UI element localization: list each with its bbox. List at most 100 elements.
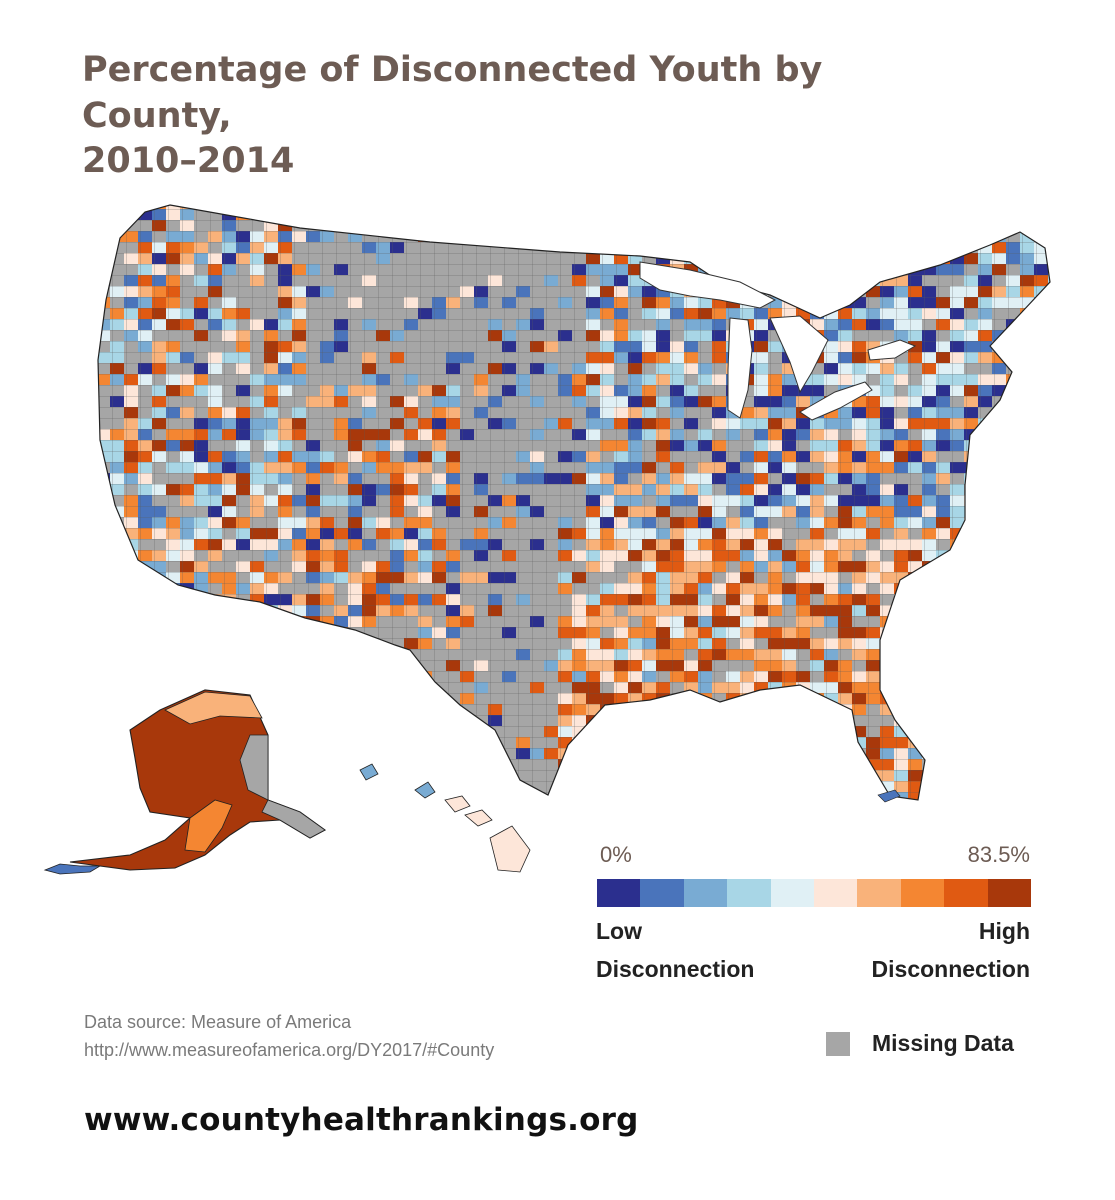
county-cell bbox=[880, 220, 894, 231]
county-cell bbox=[824, 726, 838, 737]
county-cell bbox=[1020, 594, 1034, 605]
county-cell bbox=[824, 748, 838, 759]
county-cell bbox=[110, 770, 124, 781]
county-cell bbox=[824, 781, 838, 792]
county-cell bbox=[880, 649, 894, 660]
county-cell bbox=[516, 231, 530, 242]
county-cell bbox=[586, 748, 600, 759]
county-cell bbox=[796, 770, 810, 781]
county-cell bbox=[838, 209, 852, 220]
county-cell bbox=[1048, 715, 1050, 726]
legend-min-label: 0% bbox=[600, 842, 632, 867]
county-cell bbox=[124, 660, 138, 671]
county-cell bbox=[936, 561, 950, 572]
county-cell bbox=[964, 660, 978, 671]
county-cell bbox=[922, 594, 936, 605]
county-cell bbox=[698, 781, 712, 792]
county-cell bbox=[376, 205, 390, 209]
county-cell bbox=[978, 462, 992, 473]
county-cell bbox=[1048, 429, 1050, 440]
county-cell bbox=[880, 209, 894, 220]
county-cell bbox=[362, 737, 376, 748]
county-cell bbox=[614, 205, 628, 209]
county-cell bbox=[98, 495, 110, 506]
county-cell bbox=[964, 748, 978, 759]
county-cell bbox=[824, 286, 838, 297]
county-cell bbox=[376, 792, 390, 800]
county-cell bbox=[810, 205, 824, 209]
county-cell bbox=[124, 605, 138, 616]
county-cell bbox=[110, 682, 124, 693]
county-cell bbox=[964, 550, 978, 561]
county-cell bbox=[810, 759, 824, 770]
county-cell bbox=[824, 209, 838, 220]
county-cell bbox=[1034, 704, 1048, 715]
county-cell bbox=[558, 792, 572, 800]
county-cell bbox=[292, 726, 306, 737]
county-cell bbox=[98, 506, 110, 517]
county-cell bbox=[530, 803, 544, 814]
county-cell bbox=[712, 748, 726, 759]
county-cell bbox=[950, 220, 964, 231]
county-cell bbox=[1006, 682, 1020, 693]
county-cell bbox=[726, 205, 740, 209]
county-cell bbox=[376, 748, 390, 759]
county-cell bbox=[922, 803, 936, 814]
county-cell bbox=[600, 715, 614, 726]
county-cell bbox=[950, 561, 964, 572]
hawaii bbox=[359, 763, 531, 873]
county-cell bbox=[474, 792, 488, 800]
county-cell bbox=[908, 209, 922, 220]
county-cell bbox=[796, 297, 810, 308]
county-cell bbox=[992, 759, 1006, 770]
county-cell bbox=[1006, 451, 1020, 462]
county-cell bbox=[138, 205, 152, 209]
county-cell bbox=[110, 737, 124, 748]
county-cell bbox=[1034, 605, 1048, 616]
county-cell bbox=[98, 770, 110, 781]
county-cell bbox=[502, 231, 516, 242]
county-cell bbox=[460, 737, 474, 748]
county-cell bbox=[1020, 627, 1034, 638]
county-cell bbox=[684, 759, 698, 770]
county-cell bbox=[852, 205, 866, 209]
county-cell bbox=[306, 748, 320, 759]
county-cell bbox=[1020, 220, 1034, 231]
county-cell bbox=[768, 693, 782, 704]
county-cell bbox=[810, 737, 824, 748]
county-cell bbox=[950, 737, 964, 748]
county-cell bbox=[684, 242, 698, 253]
county-cell bbox=[1034, 550, 1048, 561]
county-cell bbox=[404, 748, 418, 759]
county-cell bbox=[250, 209, 264, 220]
county-cell bbox=[810, 715, 824, 726]
county-cell bbox=[670, 242, 684, 253]
county-cell bbox=[362, 792, 376, 800]
county-cell bbox=[264, 660, 278, 671]
county-cell bbox=[1020, 352, 1034, 363]
county-cell bbox=[362, 649, 376, 660]
county-cell bbox=[390, 693, 404, 704]
county-cell bbox=[110, 748, 124, 759]
county-cell bbox=[166, 682, 180, 693]
county-cell bbox=[376, 803, 390, 814]
county-cell bbox=[320, 205, 334, 209]
county-cell bbox=[320, 638, 334, 649]
county-cell bbox=[684, 803, 698, 814]
county-cell bbox=[348, 682, 362, 693]
county-cell bbox=[656, 792, 670, 800]
county-cell bbox=[1006, 205, 1020, 209]
county-cell bbox=[98, 737, 110, 748]
county-cell bbox=[768, 231, 782, 242]
county-cell bbox=[978, 451, 992, 462]
county-cell bbox=[348, 209, 362, 220]
county-cell bbox=[824, 715, 838, 726]
county-cell bbox=[894, 616, 908, 627]
county-cell bbox=[124, 205, 138, 209]
county-cell bbox=[362, 715, 376, 726]
county-cell bbox=[628, 737, 642, 748]
county-cell bbox=[992, 704, 1006, 715]
county-cell bbox=[628, 792, 642, 800]
county-cell bbox=[1020, 209, 1034, 220]
county-cell bbox=[880, 264, 894, 275]
